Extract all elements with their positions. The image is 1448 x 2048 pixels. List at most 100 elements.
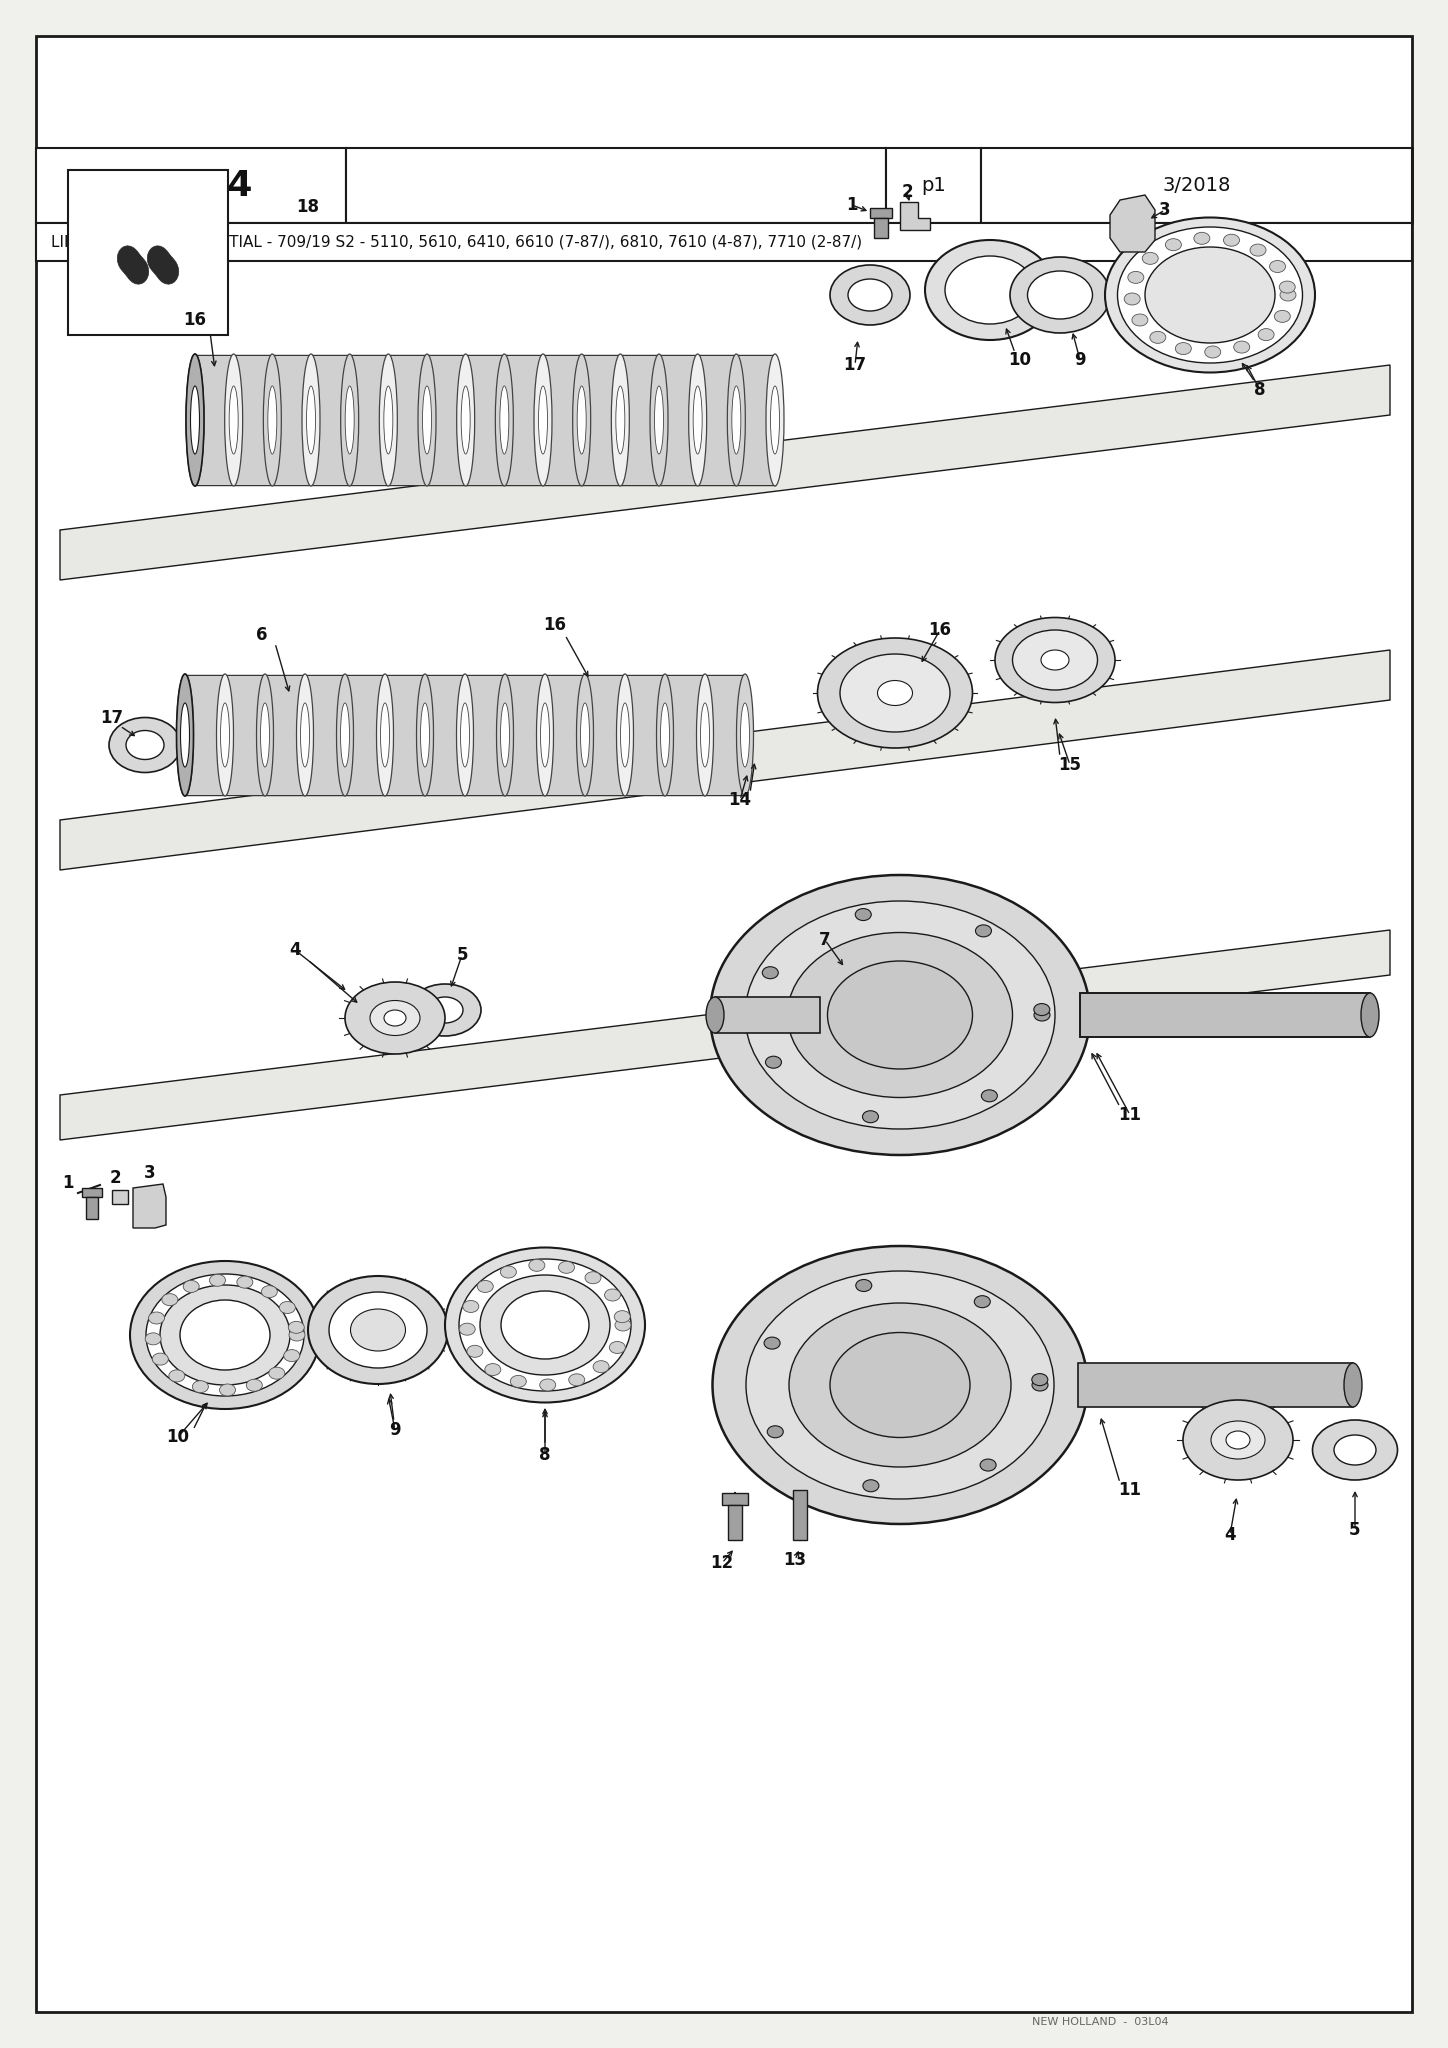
Text: 5: 5 — [1350, 1522, 1361, 1538]
Bar — [68, 170, 227, 336]
Text: 16: 16 — [184, 311, 207, 330]
Ellipse shape — [126, 731, 164, 760]
Bar — [980, 147, 1412, 223]
Ellipse shape — [1124, 293, 1140, 305]
Bar — [346, 147, 886, 223]
Ellipse shape — [731, 385, 741, 455]
Ellipse shape — [1118, 227, 1303, 362]
Ellipse shape — [1270, 260, 1286, 272]
Text: HOLLAND: HOLLAND — [159, 322, 193, 328]
Polygon shape — [1111, 195, 1156, 252]
Ellipse shape — [534, 354, 552, 485]
Ellipse shape — [268, 385, 277, 455]
Ellipse shape — [1250, 244, 1266, 256]
Ellipse shape — [1211, 1421, 1266, 1458]
Ellipse shape — [1361, 993, 1378, 1036]
Text: 10: 10 — [167, 1427, 190, 1446]
Ellipse shape — [463, 1300, 479, 1313]
Ellipse shape — [1334, 1436, 1376, 1464]
Text: 6: 6 — [256, 627, 268, 643]
Ellipse shape — [379, 354, 397, 485]
Ellipse shape — [1132, 313, 1148, 326]
Ellipse shape — [237, 1276, 253, 1288]
Ellipse shape — [193, 1380, 209, 1393]
Ellipse shape — [770, 385, 779, 455]
Ellipse shape — [1145, 248, 1276, 342]
Ellipse shape — [177, 674, 194, 797]
Ellipse shape — [384, 385, 392, 455]
Ellipse shape — [578, 385, 586, 455]
Ellipse shape — [1312, 1419, 1397, 1481]
Ellipse shape — [1279, 281, 1296, 293]
Ellipse shape — [788, 932, 1012, 1098]
Ellipse shape — [130, 1262, 320, 1409]
Ellipse shape — [501, 1266, 517, 1278]
Ellipse shape — [569, 1374, 585, 1386]
Ellipse shape — [975, 1296, 990, 1309]
Ellipse shape — [621, 702, 630, 768]
Ellipse shape — [712, 1245, 1087, 1524]
Ellipse shape — [417, 674, 433, 797]
Ellipse shape — [765, 1337, 780, 1350]
Ellipse shape — [340, 354, 359, 485]
Ellipse shape — [537, 674, 553, 797]
Ellipse shape — [982, 1090, 998, 1102]
Ellipse shape — [177, 674, 194, 797]
Bar — [723, 1493, 749, 1505]
Ellipse shape — [456, 354, 475, 485]
Ellipse shape — [1274, 311, 1290, 322]
Polygon shape — [59, 930, 1390, 1141]
Ellipse shape — [694, 385, 702, 455]
Ellipse shape — [539, 385, 547, 455]
Ellipse shape — [290, 1329, 306, 1341]
Ellipse shape — [220, 1384, 236, 1397]
Ellipse shape — [746, 1272, 1054, 1499]
Text: 5: 5 — [456, 946, 468, 965]
Text: 9: 9 — [1074, 350, 1086, 369]
Ellipse shape — [191, 385, 200, 455]
Ellipse shape — [863, 1110, 879, 1122]
Text: 16: 16 — [543, 616, 566, 635]
Ellipse shape — [830, 264, 909, 326]
Ellipse shape — [946, 256, 1035, 324]
Text: 8: 8 — [539, 1446, 550, 1464]
Ellipse shape — [501, 1290, 589, 1360]
Ellipse shape — [1105, 217, 1315, 373]
Bar — [85, 1196, 98, 1219]
Ellipse shape — [224, 354, 243, 485]
Ellipse shape — [381, 702, 390, 768]
Text: LIMITED SLIP DIFFERENTIAL - 709/19 S2 - 5110, 5610, 6410, 6610 (7-87/), 6810, 76: LIMITED SLIP DIFFERENTIAL - 709/19 S2 - … — [51, 236, 862, 250]
Ellipse shape — [1224, 233, 1239, 246]
Ellipse shape — [423, 385, 432, 455]
Text: 4: 4 — [1224, 1526, 1235, 1544]
Text: HOLLAND: HOLLAND — [103, 322, 138, 328]
Ellipse shape — [615, 385, 626, 455]
Ellipse shape — [217, 674, 233, 797]
Ellipse shape — [1034, 1010, 1050, 1022]
Text: 2: 2 — [901, 182, 912, 201]
Ellipse shape — [229, 385, 237, 455]
Polygon shape — [133, 1184, 167, 1229]
Ellipse shape — [740, 702, 750, 768]
Ellipse shape — [510, 1376, 526, 1386]
Ellipse shape — [856, 1280, 872, 1292]
Bar — [36, 223, 1412, 260]
Text: 11: 11 — [1118, 1106, 1141, 1124]
Bar — [794, 1491, 807, 1540]
Text: 7: 7 — [820, 932, 831, 948]
Polygon shape — [901, 203, 930, 229]
Text: p1: p1 — [921, 176, 946, 195]
Ellipse shape — [420, 702, 430, 768]
Text: 11: 11 — [1118, 1481, 1141, 1499]
Ellipse shape — [297, 674, 314, 797]
Ellipse shape — [307, 385, 316, 455]
Ellipse shape — [1258, 328, 1274, 340]
Text: 2: 2 — [109, 1169, 120, 1188]
Ellipse shape — [727, 354, 746, 485]
Ellipse shape — [856, 909, 872, 920]
Text: 3/2018: 3/2018 — [1163, 176, 1231, 195]
Polygon shape — [148, 246, 178, 285]
Bar — [870, 209, 892, 217]
Ellipse shape — [559, 1262, 575, 1274]
Ellipse shape — [466, 1346, 482, 1358]
